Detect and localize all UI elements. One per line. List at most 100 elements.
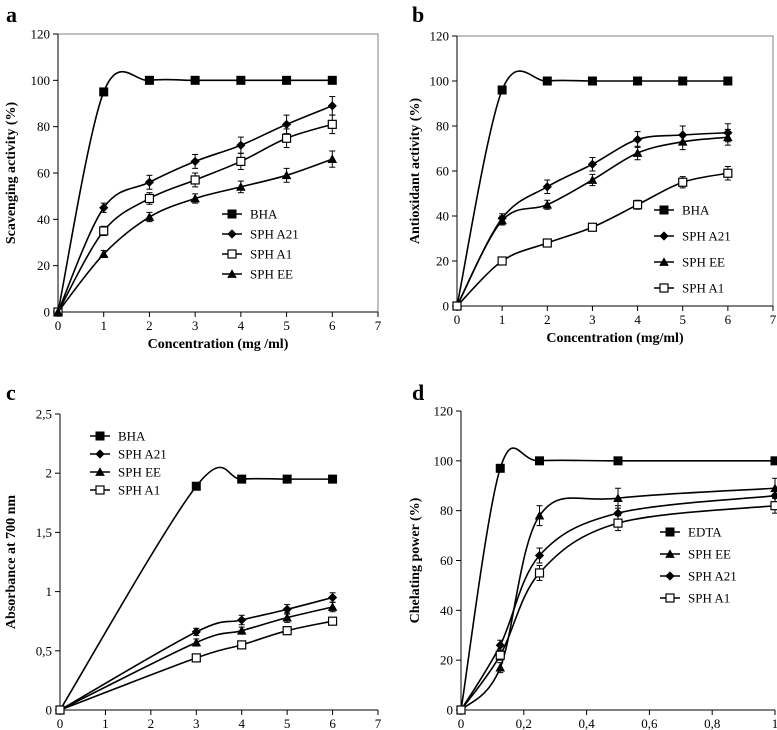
panel-d-legend-marker — [665, 593, 675, 603]
panel-a-xtick-label: 1 — [100, 318, 107, 333]
panel-c-data-point — [282, 474, 292, 484]
panel-a-data-point — [190, 75, 200, 85]
panel-b-data-point — [678, 177, 688, 187]
panel-a-ytick-label: 80 — [37, 119, 50, 134]
panel-b-data-point — [723, 132, 733, 142]
panel-d-series-line — [460, 447, 775, 711]
panel-a-xtick-label: 7 — [375, 318, 382, 333]
panel-d-ytick-label: 20 — [440, 653, 453, 668]
panel-b-data-point — [677, 136, 688, 146]
panel-b-data-point — [497, 215, 507, 225]
panel-d-data-point — [613, 518, 623, 528]
panel-c-series-bha — [55, 466, 338, 715]
panel-d-legend-marker — [665, 527, 675, 537]
panel-b-data-point — [452, 301, 462, 311]
panel-c-data-point — [327, 592, 338, 603]
panel-a-xtick-label: 2 — [146, 318, 153, 333]
panel-b-data-point — [678, 76, 688, 86]
panel-d-ytick-label: 80 — [440, 503, 453, 518]
panel-c-series-line — [59, 466, 333, 711]
panel-b-letter: b — [412, 2, 424, 27]
panel-b-legend-entry: SPH A21 — [654, 229, 731, 244]
panel-a-legend-entry: SPH A1 — [222, 247, 292, 262]
panel-c-series-sph-a1 — [55, 616, 338, 715]
panel-c-xtick-label: 2 — [148, 716, 155, 730]
panel-b-legend-label: SPH EE — [682, 255, 725, 270]
panel-b-xtick-label: 7 — [770, 312, 777, 327]
panel-a-data-point — [327, 154, 338, 163]
panel-c-series-line — [59, 606, 333, 711]
panel-b-xtick-label: 3 — [589, 312, 596, 327]
panel-a-data-point — [281, 170, 292, 180]
panel-d-data-point — [770, 456, 777, 466]
panel-c-xtick-label: 1 — [102, 716, 109, 730]
panel-c-data-point — [191, 627, 201, 637]
panel-d-data-point — [770, 491, 777, 501]
panel-c-data-point — [328, 474, 338, 484]
panel-c-xtick-label: 6 — [329, 716, 336, 730]
panel-a-data-point — [144, 75, 154, 85]
panel-a-data-point — [236, 182, 246, 191]
panel-c-xtick-label: 7 — [375, 716, 382, 730]
panel-b-data-point — [633, 76, 643, 86]
panel-d-data-point — [770, 501, 777, 511]
panel-a-legend-entry: BHA — [222, 207, 278, 222]
panel-b-series-bha — [452, 70, 733, 311]
panel-a-x-axis-title: Concentration (mg /ml) — [148, 337, 289, 352]
panel-d-data-point — [613, 456, 623, 466]
panel-d-data-point — [534, 568, 545, 578]
panel-c-legend-label: SPH A21 — [118, 447, 167, 462]
panel-a-data-point — [98, 249, 109, 258]
panel-c-data-point — [237, 640, 247, 650]
panel-b-legend-entry: SPH A1 — [654, 281, 724, 296]
panel-b-series-sph-a1 — [452, 166, 733, 311]
panel-c-legend-entry: SPH A1 — [90, 483, 160, 498]
panel-b-ytick-label: 100 — [430, 74, 450, 89]
panel-b-data-point — [632, 148, 643, 157]
panel-a-legend-marker — [227, 229, 237, 239]
panel-b-x-axis-title: Concentration (mg/ml) — [546, 331, 684, 346]
panel-d-ytick-label: 0 — [447, 703, 454, 718]
panel-b-data-point — [587, 76, 597, 86]
panel-a-data-point — [99, 203, 109, 213]
panel-c-ytick-label: 0 — [46, 703, 53, 718]
panel-a-legend-label: SPH A21 — [250, 227, 299, 242]
panel-c-data-point — [327, 602, 338, 611]
panel-a-legend-label: SPH A1 — [250, 247, 292, 262]
panel-a-data-point — [327, 101, 337, 111]
panel-d-ytick-label: 60 — [440, 553, 453, 568]
panel-a-series-sph-ee — [53, 150, 338, 316]
panel-d-data-point — [535, 456, 544, 466]
panel-a-ytick-label: 0 — [44, 305, 51, 320]
panel-d-data-point — [613, 493, 623, 503]
panel-d-data-point — [534, 510, 545, 520]
panel-c-data-point — [191, 653, 201, 663]
panel-b-legend-marker — [659, 205, 669, 215]
panel-a-data-point — [144, 212, 155, 221]
panel-b-ytick-label: 0 — [443, 299, 450, 314]
panel-b-data-point — [497, 85, 507, 95]
panel-b-legend-marker — [659, 231, 669, 241]
panel-b-ytick-label: 20 — [436, 254, 449, 269]
panel-c-ytick-label: 2,5 — [36, 407, 52, 422]
panel-d-data-point — [495, 463, 505, 473]
panel-d-legend-marker — [665, 571, 675, 581]
panel-a-data-point — [144, 193, 155, 204]
panel-a-data-point — [327, 119, 337, 129]
panel-b-legend-marker — [659, 283, 669, 293]
panel-c-data-point — [282, 626, 292, 636]
panel-d-xtick-label: 0 — [458, 716, 465, 730]
panel-a-legend-label: SPH EE — [250, 267, 293, 282]
panel-b-data-point — [723, 76, 733, 86]
panel-d-xtick-label: 0,4 — [578, 716, 595, 730]
panel-d-legend-marker — [665, 549, 675, 558]
panel-a-series-line — [57, 123, 333, 313]
panel-a-legend-entry: SPH EE — [222, 267, 293, 282]
panel-a-ytick-label: 20 — [37, 258, 50, 273]
panel-d-ytick-label: 120 — [434, 404, 454, 419]
panel-a-legend-marker — [227, 209, 237, 219]
panel-a-legend-marker — [227, 269, 237, 278]
panel-a-plot-frame — [57, 33, 379, 313]
panel-c-letter: c — [6, 380, 16, 405]
panel-a-data-point — [282, 75, 292, 85]
